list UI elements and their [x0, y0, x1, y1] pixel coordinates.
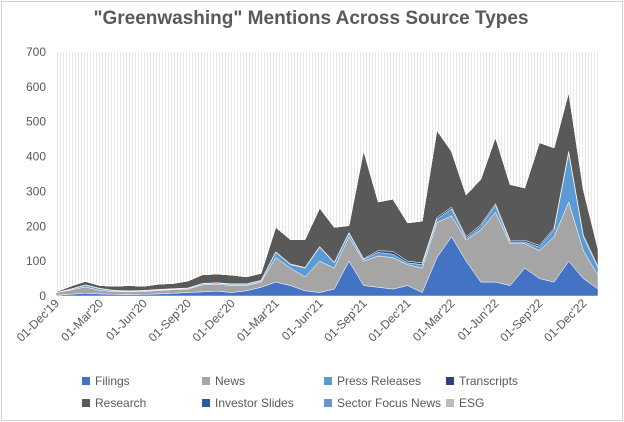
legend-swatch [82, 377, 90, 385]
legend-swatch [446, 377, 454, 385]
legend-label: Research [95, 396, 147, 410]
legend-swatch [324, 399, 332, 407]
legend-label: ESG [459, 396, 485, 410]
legend-swatch [202, 377, 210, 385]
y-tick-label: 100 [26, 254, 46, 268]
x-tick-label: 01-Jun'22 [455, 296, 502, 343]
legend-label: Investor Slides [215, 396, 294, 410]
y-tick-label: 400 [26, 150, 46, 164]
legend-swatch [202, 399, 210, 407]
x-tick-label: 01-Dec'21 [365, 296, 414, 345]
legend-swatch [324, 377, 332, 385]
x-tick-label: 01-Sep'20 [146, 296, 195, 345]
legend-item: Press Releases [324, 374, 446, 388]
legend-label: Transcripts [459, 374, 518, 388]
x-tick-label: 01-Jun'21 [279, 296, 326, 343]
y-tick-label: 600 [26, 80, 46, 94]
legend-item: Filings [82, 374, 202, 388]
chart-title: "Greenwashing" Mentions Across Source Ty… [93, 8, 529, 29]
legend-swatch [446, 399, 454, 407]
legend-item: Sector Focus News [324, 396, 446, 410]
x-tick-label: 01-Dec'20 [190, 296, 239, 345]
x-tick-label: 01-Sep'21 [321, 296, 370, 345]
legend-label: News [215, 374, 246, 388]
x-tick-label: 01-Jun'20 [103, 296, 150, 343]
x-tick-label: 01-Mar'21 [234, 296, 282, 344]
x-tick-label: 01-Dec'22 [541, 296, 590, 345]
y-axis-ticks: 0 100 200 300 400 500 600 700 [26, 45, 46, 303]
x-tick-label: 01-Dec'19 [14, 296, 63, 345]
area-series-group [55, 92, 599, 297]
y-tick-label: 500 [26, 115, 46, 129]
y-tick-label: 0 [39, 289, 46, 303]
legend-label: Press Releases [337, 374, 422, 388]
legend-item: Investor Slides [202, 396, 324, 410]
x-tick-label: 01-Mar'20 [58, 296, 106, 344]
legend-swatch [82, 399, 90, 407]
legend-label: Filings [95, 374, 130, 388]
y-tick-label: 200 [26, 219, 46, 233]
x-tick-label: 01-Sep'22 [497, 296, 546, 345]
y-tick-label: 700 [26, 45, 46, 59]
y-tick-label: 300 [26, 184, 46, 198]
legend-item: ESG [446, 396, 546, 410]
legend-item: Transcripts [446, 374, 546, 388]
legend-item: News [202, 374, 324, 388]
x-tick-label: 01-Mar'22 [410, 296, 458, 344]
x-axis-ticks: 01-Dec'1901-Mar'2001-Jun'2001-Sep'2001-D… [14, 296, 590, 345]
legend-item: Research [82, 396, 202, 410]
legend-label: Sector Focus News [337, 396, 442, 410]
